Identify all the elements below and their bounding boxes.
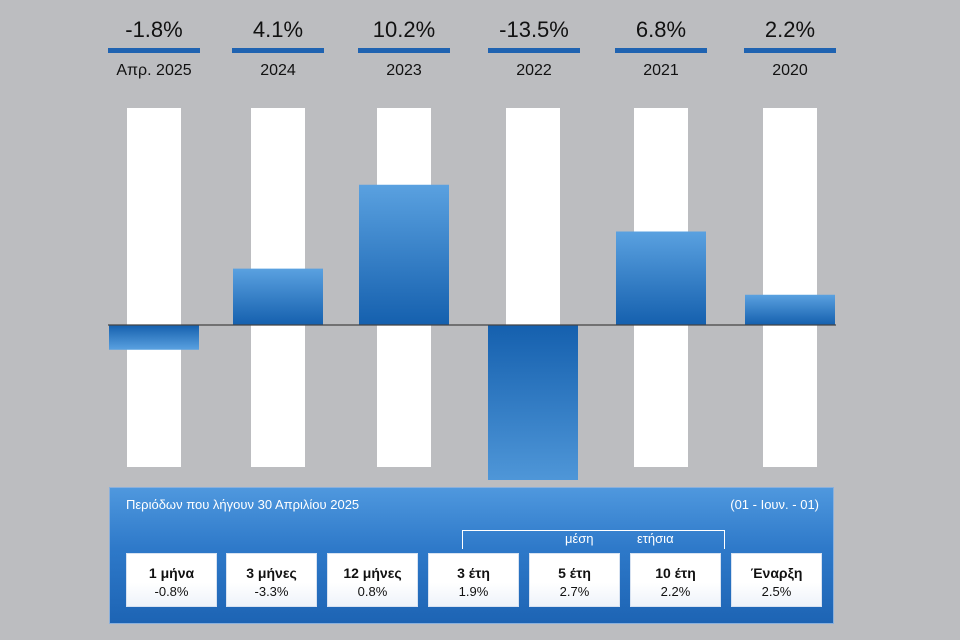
header-cell: -1.8% Απρ. 2025 <box>108 14 200 81</box>
data-label: 10.2% <box>372 17 436 42</box>
period-label: 3 έτη <box>457 565 490 581</box>
header-cell: 10.2% 2023 <box>358 14 450 81</box>
tick-label: 2020 <box>772 62 808 79</box>
header-cell: 6.8% 2021 <box>615 14 707 81</box>
panel-title: Περιόδων που λήγουν 30 Απριλίου 2025 <box>126 497 360 512</box>
average-label: μέση <box>565 531 594 546</box>
bar-backdrop <box>127 108 181 467</box>
header-cell: 4.1% 2024 <box>232 14 324 81</box>
header-bar <box>615 48 707 53</box>
data-label: 4.1% <box>252 17 304 42</box>
data-label: -1.8% <box>125 17 183 42</box>
tick-label: Απρ. 2025 <box>116 62 192 79</box>
bar <box>359 184 449 325</box>
period-value: -3.3% <box>254 584 289 599</box>
bar <box>745 294 835 325</box>
bar <box>109 325 199 350</box>
period-box-1-month: 1 μήνα -0.8% <box>126 553 217 607</box>
header-bar <box>358 48 450 53</box>
period-box-3-months: 3 μήνες -3.3% <box>226 553 317 607</box>
header-bar <box>232 48 324 53</box>
period-box-3-years: 3 έτη 1.9% <box>428 553 519 607</box>
period-box-inception: Έναρξη 2.5% <box>731 553 822 607</box>
bar <box>488 325 578 480</box>
period-label: 5 έτη <box>558 565 591 581</box>
period-value: 2.7% <box>559 584 590 599</box>
tick-label: 2022 <box>516 62 552 79</box>
tick-label: 2024 <box>260 62 296 79</box>
period-label: 3 μήνες <box>246 565 297 581</box>
panel-note: (01 - Ιουν. - 01) <box>730 497 819 512</box>
period-box-5-years: 5 έτη 2.7% <box>529 553 620 607</box>
period-label: 1 μήνα <box>148 565 195 581</box>
data-label: -13.5% <box>499 17 569 42</box>
bar <box>616 231 706 325</box>
performance-panel: Περιόδων που λήγουν 30 Απριλίου 2025 (01… <box>109 487 834 624</box>
header-bar <box>108 48 200 53</box>
header-cell: 2.2% 2020 <box>744 14 836 81</box>
period-value: -0.8% <box>154 584 189 599</box>
bar <box>233 268 323 325</box>
period-value: 2.2% <box>660 584 691 599</box>
period-box-10-years: 10 έτη 2.2% <box>630 553 721 607</box>
header-cell: -13.5% 2022 <box>488 14 580 81</box>
data-label: 6.8% <box>635 17 687 42</box>
bar-chart <box>108 108 836 480</box>
data-label: 2.2% <box>764 17 816 42</box>
average-bracket <box>462 530 725 549</box>
period-value: 2.5% <box>761 584 792 599</box>
period-box-12-months: 12 μήνες 0.8% <box>327 553 418 607</box>
header-bar <box>488 48 580 53</box>
tick-label: 2021 <box>643 62 679 79</box>
period-label: Έναρξη <box>750 565 803 581</box>
bar-backdrop <box>763 108 817 467</box>
period-value: 0.8% <box>357 584 388 599</box>
period-label: 12 μήνες <box>343 565 402 581</box>
annual-label: ετήσια <box>637 531 674 546</box>
header-bar <box>744 48 836 53</box>
tick-label: 2023 <box>386 62 422 79</box>
period-label: 10 έτη <box>655 565 696 581</box>
period-value: 1.9% <box>458 584 489 599</box>
